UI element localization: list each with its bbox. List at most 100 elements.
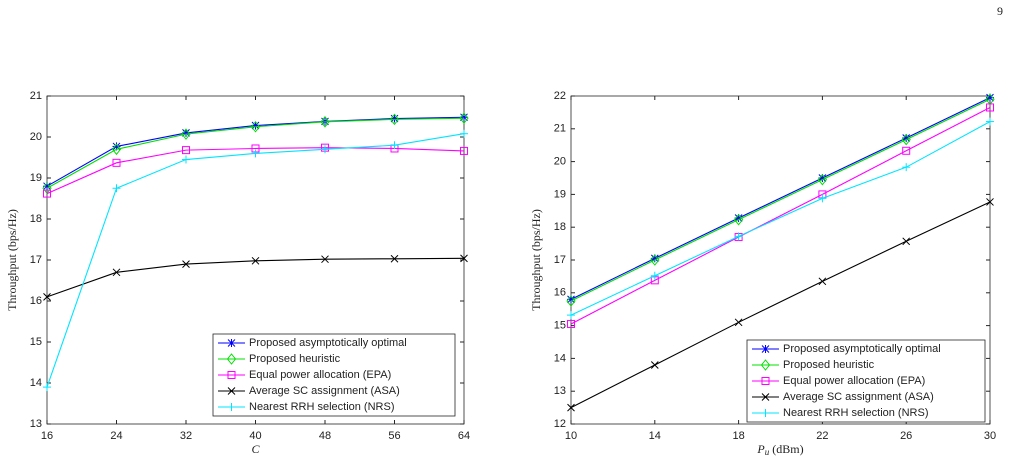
x-axis-label: C	[251, 442, 260, 456]
y-tick-label: 22	[554, 90, 566, 102]
y-tick-label: 17	[30, 254, 42, 266]
series-line	[46, 117, 465, 189]
y-tick-label: 16	[554, 287, 566, 299]
x-tick-label: 14	[649, 430, 661, 442]
x-tick-label: 22	[816, 430, 828, 442]
data-point	[321, 255, 329, 264]
marker-stroke	[112, 142, 121, 151]
data-point	[733, 213, 744, 226]
marker-shape	[460, 146, 468, 155]
data-point	[818, 194, 827, 203]
data-point	[986, 117, 994, 126]
marker-stroke	[460, 254, 468, 263]
marker-stroke	[182, 129, 190, 137]
data-point	[251, 256, 260, 265]
data-point	[817, 173, 828, 186]
x-tick-label: 56	[388, 430, 400, 442]
y-axis-label: Throughput (bps/Hz)	[5, 209, 19, 311]
data-point	[650, 361, 659, 369]
data-point	[459, 112, 469, 124]
legend-marker	[226, 353, 237, 365]
marker-stroke	[251, 121, 260, 130]
marker-stroke	[227, 387, 236, 395]
x-tick-label: 48	[319, 430, 331, 442]
x-tick-label: 16	[41, 430, 53, 442]
x-tick-label: 32	[180, 430, 192, 442]
series-line	[570, 98, 991, 302]
legend-label: Average SC assignment (ASA)	[249, 385, 400, 397]
data-point	[818, 277, 827, 286]
legend-label: Nearest RRH selection (NRS)	[783, 407, 928, 419]
x-tick-label: 40	[249, 430, 261, 442]
data-point	[567, 319, 575, 328]
marker-stroke	[761, 393, 770, 401]
data-point	[390, 141, 399, 150]
marker-shape	[650, 254, 660, 266]
marker-shape	[111, 143, 122, 156]
data-point	[43, 293, 51, 301]
data-point	[181, 128, 191, 140]
marker-shape	[389, 113, 400, 126]
x-tick-label: 10	[565, 430, 577, 442]
y-tick-label: 18	[30, 213, 42, 225]
y-tick-label: 14	[554, 352, 566, 364]
data-point	[43, 383, 51, 392]
legend-label: Equal power allocation (EPA)	[783, 375, 925, 387]
marker-shape	[817, 173, 828, 186]
legend-marker	[227, 371, 236, 379]
marker-shape	[112, 158, 121, 167]
series-line	[570, 201, 991, 409]
x-tick-label: 24	[110, 430, 122, 442]
marker-stroke	[567, 295, 575, 304]
data-point	[566, 295, 576, 307]
legend-label: Average SC assignment (ASA)	[783, 391, 934, 403]
data-point	[112, 158, 121, 167]
marker-shape	[901, 133, 911, 146]
series-line	[570, 106, 991, 325]
x-tick-label: 26	[900, 430, 912, 442]
marker-stroke	[182, 260, 190, 268]
x-tick-label: 30	[984, 430, 996, 442]
y-tick-label: 15	[554, 320, 566, 332]
data-point	[320, 116, 330, 128]
data-point	[902, 163, 911, 172]
x-tick-label: 64	[458, 430, 470, 442]
legend-marker	[761, 393, 770, 401]
y-tick-label: 12	[554, 418, 566, 430]
legend-marker	[761, 377, 770, 385]
data-point	[250, 120, 261, 133]
y-tick-label: 16	[30, 295, 42, 307]
marker-stroke	[251, 256, 260, 265]
y-tick-label: 17	[554, 254, 566, 266]
y-tick-label: 15	[30, 336, 42, 348]
data-point	[901, 133, 911, 146]
legend-box	[212, 333, 456, 417]
data-point	[902, 237, 911, 246]
data-point	[182, 260, 190, 268]
series-line	[570, 97, 991, 300]
marker-shape	[320, 116, 330, 128]
data-point	[986, 103, 994, 112]
data-point	[460, 146, 468, 155]
marker-shape	[733, 213, 744, 226]
marker-shape	[567, 319, 575, 328]
y-tick-label: 13	[554, 385, 566, 397]
data-point	[251, 149, 260, 158]
marker-shape	[986, 103, 994, 112]
y-tick-label: 18	[554, 221, 566, 233]
marker-shape	[459, 112, 469, 124]
marker-stroke	[321, 255, 329, 264]
marker-stroke	[986, 198, 994, 206]
legend-label: Proposed heuristic	[783, 359, 875, 371]
marker-stroke	[43, 182, 51, 191]
marker-shape	[566, 295, 576, 307]
legend-label: Proposed asymptotically optimal	[249, 337, 407, 349]
legend-marker	[227, 403, 236, 411]
legend-box	[746, 339, 986, 423]
marker-stroke	[734, 318, 743, 327]
data-point	[43, 189, 51, 198]
y-tick-label: 13	[30, 418, 42, 430]
marker-stroke	[43, 293, 51, 301]
marker-shape	[250, 120, 261, 133]
